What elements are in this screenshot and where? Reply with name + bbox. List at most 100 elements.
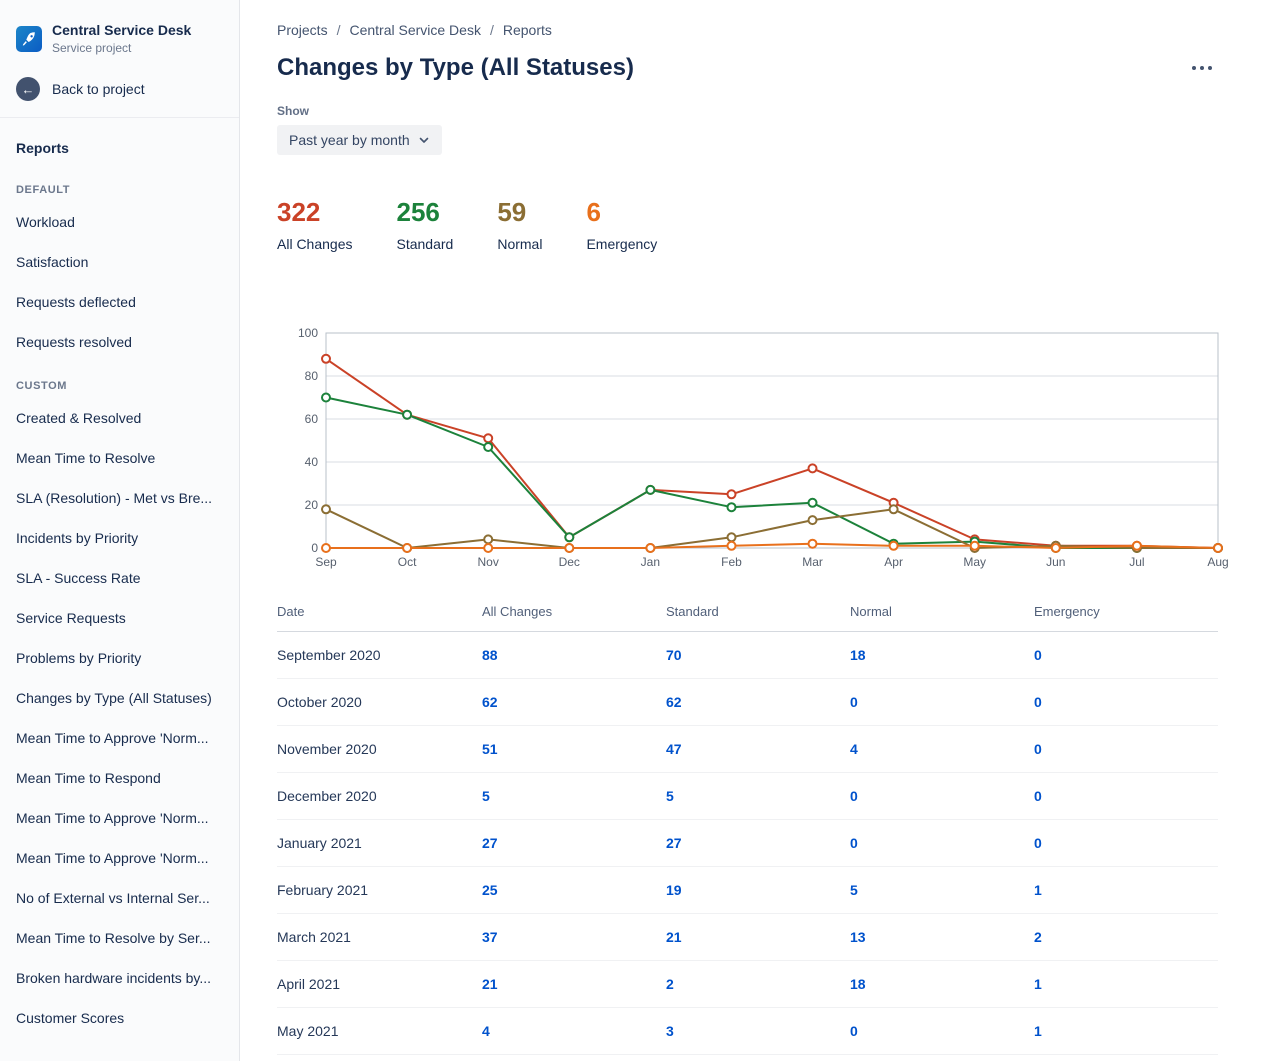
value-link[interactable]: 0: [1034, 647, 1042, 663]
svg-text:Apr: Apr: [884, 555, 903, 569]
table-row: February 2021 25 19 5 1: [277, 866, 1218, 914]
stat-label: Standard: [396, 236, 454, 252]
line-chart-svg: 0 20 40 60 80 100 Sep Oct Nov Dec Jan Feb Mar Apr May J…: [298, 326, 1229, 569]
sidebar-item[interactable]: Mean Time to Approve 'Norm...: [16, 810, 209, 826]
value-link[interactable]: 18: [850, 647, 866, 663]
more-menu-button[interactable]: [1186, 58, 1218, 78]
value-cell: 1: [1034, 960, 1218, 1008]
svg-text:Jun: Jun: [1046, 555, 1065, 569]
value-link[interactable]: 0: [850, 835, 858, 851]
sidebar-item[interactable]: Requests deflected: [16, 294, 136, 310]
value-cell: 21: [666, 913, 850, 961]
sidebar-item[interactable]: Incidents by Priority: [16, 530, 139, 546]
stat-label: Normal: [497, 236, 543, 252]
sidebar-item[interactable]: Satisfaction: [16, 254, 89, 270]
value-cell: 0: [1034, 678, 1218, 726]
value-link[interactable]: 47: [666, 741, 682, 757]
value-link[interactable]: 5: [666, 788, 674, 804]
ellipsis-icon: [1208, 66, 1212, 70]
svg-text:Aug: Aug: [1207, 555, 1228, 569]
value-link[interactable]: 0: [1034, 741, 1042, 757]
column-header: Normal: [850, 594, 1034, 632]
value-link[interactable]: 0: [850, 694, 858, 710]
value-link[interactable]: 51: [482, 741, 498, 757]
value-link[interactable]: 62: [482, 694, 498, 710]
period-selector-dropdown[interactable]: Past year by month: [277, 125, 442, 155]
value-cell: 1: [1034, 1007, 1218, 1055]
value-link[interactable]: 4: [482, 1023, 490, 1039]
sidebar-item[interactable]: Mean Time to Approve 'Norm...: [16, 850, 209, 866]
project-name: Central Service Desk: [52, 22, 192, 38]
changes-line-chart: 0 20 40 60 80 100 Sep Oct Nov Dec Jan Feb Mar Apr May J…: [277, 326, 1229, 574]
sidebar-item[interactable]: Workload: [16, 214, 75, 230]
value-link[interactable]: 27: [666, 835, 682, 851]
sidebar-item[interactable]: SLA - Success Rate: [16, 570, 141, 586]
value-link[interactable]: 0: [1034, 694, 1042, 710]
stat-value: 6: [586, 197, 601, 227]
value-link[interactable]: 0: [1034, 835, 1042, 851]
value-link[interactable]: 13: [850, 929, 866, 945]
table-row: January 2021 27 27 0 0: [277, 819, 1218, 867]
value-link[interactable]: 88: [482, 647, 498, 663]
value-link[interactable]: 0: [850, 1023, 858, 1039]
value-link[interactable]: 0: [850, 788, 858, 804]
value-link[interactable]: 1: [1034, 976, 1042, 992]
svg-text:Mar: Mar: [802, 555, 823, 569]
svg-text:40: 40: [305, 455, 319, 469]
value-link[interactable]: 19: [666, 882, 682, 898]
sidebar-item[interactable]: Broken hardware incidents by...: [16, 970, 212, 986]
value-link[interactable]: 62: [666, 694, 682, 710]
value-cell: 5: [666, 772, 850, 820]
sidebar-item[interactable]: Customer Scores: [16, 1010, 125, 1026]
value-link[interactable]: 1: [1034, 882, 1042, 898]
value-link[interactable]: 27: [482, 835, 498, 851]
sidebar-item[interactable]: Mean Time to Respond: [16, 770, 161, 786]
value-link[interactable]: 21: [482, 976, 498, 992]
breadcrumb-link[interactable]: Projects: [277, 22, 328, 38]
stats-row: 322 All Changes 256 Standard 59 Normal 6 Emerge…: [277, 197, 1218, 252]
breadcrumb-link[interactable]: Reports: [502, 22, 552, 38]
table-head-row: Date All Changes Standard Normal Emergency: [277, 594, 1218, 632]
value-link[interactable]: 3: [666, 1023, 674, 1039]
value-cell: 1: [1034, 866, 1218, 914]
sidebar-item[interactable]: Requests resolved: [16, 334, 132, 350]
sidebar-item[interactable]: No of External vs Internal Ser...: [16, 890, 210, 906]
value-link[interactable]: 5: [850, 882, 858, 898]
value-link[interactable]: 4: [850, 741, 858, 757]
value-cell: 51: [482, 725, 666, 773]
period-selector-value: Past year by month: [289, 132, 410, 148]
back-to-project-button[interactable]: ← Back to project: [0, 69, 239, 117]
value-link[interactable]: 70: [666, 647, 682, 663]
date-cell: October 2020: [277, 678, 482, 726]
date-cell: September 2020: [277, 631, 482, 679]
value-cell: 27: [666, 819, 850, 867]
sidebar-item[interactable]: Mean Time to Resolve by Ser...: [16, 930, 211, 946]
value-link[interactable]: 21: [666, 929, 682, 945]
sidebar-item[interactable]: Problems by Priority: [16, 650, 142, 666]
value-link[interactable]: 0: [1034, 788, 1042, 804]
value-cell: 37: [482, 913, 666, 961]
value-link[interactable]: 37: [482, 929, 498, 945]
sidebar-item[interactable]: Created & Resolved: [16, 410, 142, 426]
value-link[interactable]: 2: [1034, 929, 1042, 945]
sidebar-item[interactable]: Mean Time to Resolve: [16, 450, 156, 466]
value-cell: 3: [666, 1007, 850, 1055]
value-cell: 18: [850, 631, 1034, 679]
sidebar-item[interactable]: Service Requests: [16, 610, 126, 626]
table-row: December 2020 5 5 0 0: [277, 772, 1218, 820]
sidebar-item[interactable]: Mean Time to Approve 'Norm...: [16, 730, 209, 746]
date-cell: May 2021: [277, 1007, 482, 1055]
value-link[interactable]: 5: [482, 788, 490, 804]
value-link[interactable]: 18: [850, 976, 866, 992]
value-link[interactable]: 1: [1034, 1023, 1042, 1039]
breadcrumb-link[interactable]: Central Service Desk: [349, 22, 481, 38]
sidebar-group-label: CUSTOM: [16, 380, 68, 392]
value-cell: 13: [850, 913, 1034, 961]
sidebar-item[interactable]: SLA (Resolution) - Met vs Bre...: [16, 490, 213, 506]
value-link[interactable]: 2: [666, 976, 674, 992]
value-link[interactable]: 25: [482, 882, 498, 898]
sidebar-item[interactable]: Changes by Type (All Statuses): [16, 690, 212, 706]
table-row: March 2021 37 21 13 2: [277, 913, 1218, 961]
stat-normal: 59 Normal: [497, 197, 542, 252]
value-cell: 0: [1034, 725, 1218, 773]
